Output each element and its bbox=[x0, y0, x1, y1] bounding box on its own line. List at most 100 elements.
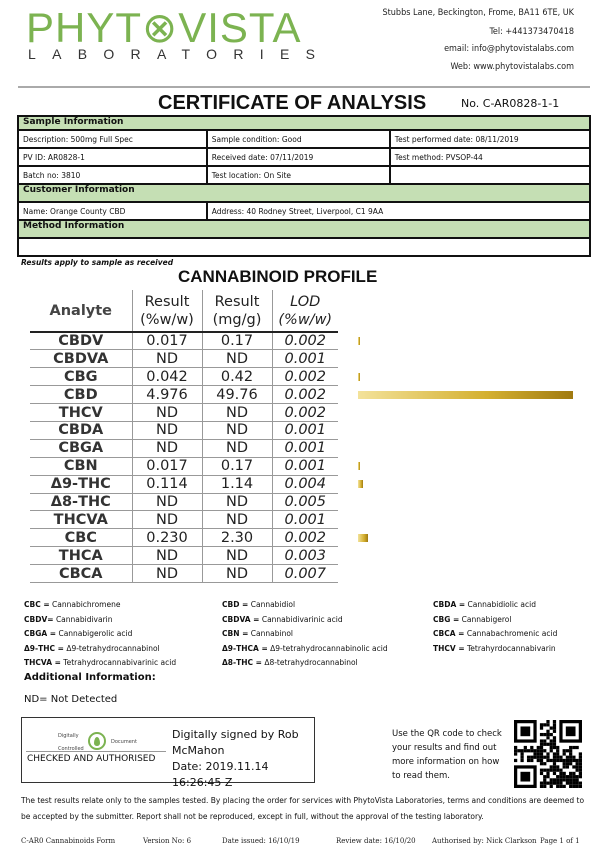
checked-authorised: CHECKED AND AUTHORISED bbox=[27, 754, 156, 764]
result-bar bbox=[358, 480, 363, 489]
test-location: Test location: On Site bbox=[205, 165, 391, 185]
result-mg-cell: ND bbox=[201, 403, 272, 422]
result-mg-cell: 0.42 bbox=[201, 367, 272, 387]
header-text: LOD bbox=[290, 293, 321, 310]
certificate-number: No. C-AR0828-1-1 bbox=[461, 97, 560, 110]
table-row: CBC 0.230 2.30 0.002 bbox=[30, 528, 338, 548]
result-bar bbox=[358, 462, 360, 471]
lod-cell: 0.002 bbox=[271, 528, 338, 548]
stamp-controlled: Controlled bbox=[58, 746, 84, 752]
footer-authorised: Authorised by: Nick Clarkson bbox=[432, 837, 537, 845]
analyte-cell: THCV bbox=[30, 403, 132, 422]
table-row: CBN 0.017 0.17 0.001 bbox=[30, 457, 338, 476]
test-method: Test method: PVSOP-44 bbox=[388, 147, 592, 167]
abbreviation: Δ9-THC = Δ9-tetrahydrocannabinol bbox=[24, 642, 176, 657]
result-bar bbox=[358, 390, 573, 399]
abbreviation: CBDV= Cannabidivarin bbox=[24, 613, 176, 628]
header-result-pct: Result (%w/w) bbox=[131, 290, 202, 333]
signed-by: Digitally signed by Rob McMahon Date: 2019… bbox=[172, 727, 314, 791]
analyte-cell: Δ9-THC bbox=[30, 475, 132, 494]
abbreviation-key: THCV = bbox=[433, 643, 465, 653]
abbreviation: CBCA = Cannabachromenic acid bbox=[433, 627, 557, 642]
stamp-document: Document bbox=[111, 739, 137, 745]
abbreviation-key: CBDVA = bbox=[222, 614, 260, 624]
analyte-cell: THCA bbox=[30, 546, 132, 566]
abbreviation-value: Cannabigerol bbox=[461, 614, 512, 624]
qr-code-icon[interactable] bbox=[510, 720, 586, 788]
lod-cell: 0.001 bbox=[271, 421, 338, 440]
result-bar bbox=[358, 372, 360, 381]
lab-web: Web: www.phytovistalabs.com bbox=[450, 62, 574, 72]
result-mg-cell: ND bbox=[201, 349, 272, 369]
table-row: THCVA ND ND 0.001 bbox=[30, 510, 338, 530]
result-mg-cell: 49.76 bbox=[201, 385, 272, 405]
abbreviation-column: CBC = Cannabichromene CBDV= Cannabidivari… bbox=[24, 598, 176, 671]
abbreviation-key: Δ8-THC = bbox=[222, 658, 262, 667]
result-bar bbox=[358, 337, 360, 345]
result-pct-cell: ND bbox=[131, 564, 202, 583]
table-row: CBDA ND ND 0.001 bbox=[30, 421, 338, 440]
footer-issued: Date issued: 16/10/19 bbox=[222, 837, 300, 845]
lod-cell: 0.001 bbox=[271, 457, 338, 476]
table-row: THCA ND ND 0.003 bbox=[30, 546, 338, 566]
signer-line1: Digitally signed by Rob bbox=[172, 728, 299, 741]
abbreviation-column: CBDA = Cannabidiolic acid CBG = Cannabige… bbox=[433, 598, 557, 656]
nd-definition: ND= Not Detected bbox=[24, 694, 118, 705]
result-pct-cell: 0.230 bbox=[131, 528, 202, 548]
customer-info-heading: Customer Information bbox=[17, 183, 591, 203]
sample-condition: Sample condition: Good bbox=[205, 129, 391, 149]
abbreviation-value: Δ9-tetrahydrocannabinolic acid bbox=[270, 643, 388, 653]
result-mg-cell: 2.30 bbox=[201, 528, 272, 548]
method-info-heading: Method Information bbox=[17, 219, 591, 239]
received-date: Received date: 07/11/2019 bbox=[205, 147, 391, 167]
result-mg-cell: ND bbox=[201, 510, 272, 530]
analyte-cell: Δ8-THC bbox=[30, 493, 132, 512]
abbreviation-key: Δ9-THC = bbox=[24, 643, 64, 653]
lab-tel: Tel: +441373470418 bbox=[489, 27, 574, 37]
analyte-cell: THCVA bbox=[30, 510, 132, 530]
logo: PHYT⊗VISTA bbox=[26, 4, 302, 51]
table-row: Δ9-THC 0.114 1.14 0.004 bbox=[30, 475, 338, 494]
lod-cell: 0.002 bbox=[271, 403, 338, 422]
abbreviation-key: CBDV= bbox=[24, 614, 54, 624]
result-pct-cell: 0.017 bbox=[131, 457, 202, 476]
lab-address: Stubbs Lane, Beckington, Frome, BA11 6TE… bbox=[382, 8, 574, 18]
analyte-cell: CBCA bbox=[30, 564, 132, 583]
abbreviation-value: Tetrahyrdocannabivarin bbox=[467, 643, 556, 653]
result-mg-cell: ND bbox=[201, 421, 272, 440]
abbreviation-value: Δ9-tetrahydrocannabinol bbox=[66, 643, 160, 653]
lab-email: email: info@phytovistalabs.com bbox=[444, 44, 574, 54]
header-divider bbox=[18, 86, 590, 88]
abbreviation-value: Cannabidivarinic acid bbox=[261, 614, 343, 624]
lod-cell: 0.001 bbox=[271, 349, 338, 369]
lod-cell: 0.002 bbox=[271, 367, 338, 387]
lod-cell: 0.003 bbox=[271, 546, 338, 566]
analyte-cell: CBDVA bbox=[30, 349, 132, 369]
empty-cell bbox=[388, 165, 592, 185]
abbreviation-key: CBG = bbox=[433, 614, 460, 624]
result-mg-cell: 0.17 bbox=[201, 332, 272, 351]
table-row: THCV ND ND 0.002 bbox=[30, 403, 338, 422]
analyte-cell: CBGA bbox=[30, 439, 132, 458]
abbreviation: CBGA = Cannabigerolic acid bbox=[24, 627, 176, 642]
abbreviation-value: Cannabachromenic acid bbox=[466, 629, 558, 638]
test-date: Test performed date: 08/11/2019 bbox=[388, 129, 592, 149]
abbreviation-key: CBC = bbox=[24, 600, 50, 609]
signature-date: Date: 2019.11.14 16:26:45 Z bbox=[172, 760, 269, 789]
result-mg-cell: ND bbox=[201, 493, 272, 512]
analyte-cell: CBD bbox=[30, 385, 132, 405]
abbreviation: Δ8-THC = Δ8-tetrahydrocannabinol bbox=[222, 656, 388, 671]
result-pct-cell: ND bbox=[131, 493, 202, 512]
abbreviation-value: Cannabichromene bbox=[52, 600, 121, 609]
abbreviation-value: Δ8-tetrahydrocannabinol bbox=[264, 658, 358, 667]
customer-name: Name: Orange County CBD bbox=[17, 201, 208, 221]
abbreviation-key: CBGA = bbox=[24, 629, 57, 638]
result-pct-cell: ND bbox=[131, 349, 202, 369]
result-pct-cell: 0.114 bbox=[131, 475, 202, 494]
abbreviation: CBN = Cannabinol bbox=[222, 627, 388, 642]
abbreviation-key: CBDA = bbox=[433, 600, 466, 609]
method-info bbox=[17, 237, 591, 257]
abbreviation: CBDA = Cannabidiolic acid bbox=[433, 598, 557, 613]
header-result-mg: Result (mg/g) bbox=[201, 290, 272, 333]
footer-version: Version No: 6 bbox=[143, 837, 192, 845]
